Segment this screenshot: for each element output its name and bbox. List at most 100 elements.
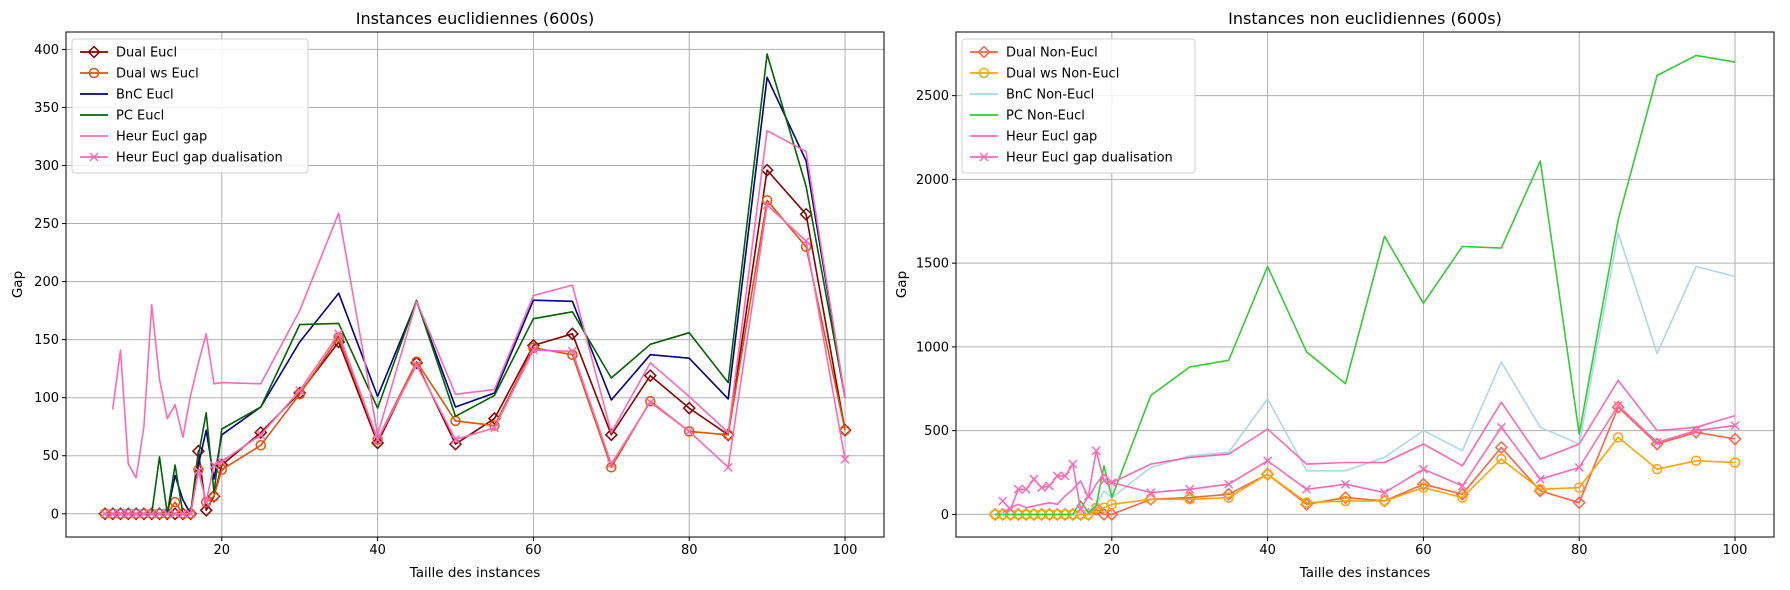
y-tick-label: 150	[34, 333, 59, 348]
data-point	[1572, 496, 1586, 510]
data-point	[1013, 484, 1023, 494]
data-point	[147, 509, 157, 519]
data-point	[489, 420, 500, 431]
data-point	[162, 509, 172, 519]
data-point	[567, 346, 577, 356]
data-point	[123, 509, 133, 519]
data-point	[1457, 481, 1467, 491]
series-5	[1002, 379, 1736, 514]
data-point	[998, 496, 1008, 506]
data-point	[201, 497, 211, 507]
data-point	[256, 430, 266, 440]
y-tick-label: 400	[34, 43, 59, 58]
data-point	[565, 327, 579, 341]
legend-box	[71, 38, 309, 174]
data-point	[1222, 487, 1236, 501]
data-point	[1340, 479, 1351, 489]
x-tick-label: 100	[833, 543, 858, 558]
data-point	[683, 426, 695, 437]
data-point	[1573, 482, 1585, 493]
legend-item: Dual ws Non-Eucl	[970, 67, 1119, 82]
data-point	[1263, 456, 1273, 466]
data-point	[154, 509, 165, 519]
data-point	[1184, 494, 1195, 505]
legend-label: Heur Eucl gap dualisation	[116, 151, 283, 166]
data-point	[528, 345, 538, 355]
x-axis-label: Taille des instances	[1299, 565, 1431, 581]
data-point	[1611, 400, 1625, 414]
data-point	[645, 395, 656, 407]
legend-marker	[87, 45, 101, 59]
legend-label: Dual ws Eucl	[116, 67, 199, 82]
data-point	[373, 434, 383, 445]
legend-item: Heur Eucl gap dualisation	[80, 151, 283, 166]
series-1	[988, 400, 1742, 521]
data-point	[604, 428, 618, 442]
data-point	[801, 236, 811, 246]
y-tick-label: 200	[34, 275, 59, 290]
data-point	[1091, 446, 1101, 456]
series-6	[998, 400, 1740, 514]
data-point	[1455, 487, 1469, 501]
x-tick-label: 100	[1723, 543, 1748, 558]
data-point	[1574, 462, 1584, 473]
y-tick-label: 0	[51, 507, 59, 522]
data-point	[412, 360, 422, 370]
data-point	[1418, 482, 1429, 493]
y-tick-label: 2000	[916, 173, 949, 188]
series-line	[995, 406, 1736, 516]
y-tick-label: 100	[34, 391, 59, 406]
y-axis-label: Gap	[894, 271, 910, 298]
data-point	[1044, 481, 1055, 491]
x-tick-label: 60	[525, 543, 542, 558]
data-point	[1005, 504, 1016, 514]
legend-label: Heur Eucl gap	[1006, 130, 1097, 145]
legend-item: PC Non-Eucl	[970, 109, 1085, 124]
data-point	[840, 454, 850, 464]
series-line	[995, 54, 1736, 516]
data-point	[1651, 463, 1663, 475]
data-point	[1729, 457, 1741, 468]
data-point	[1416, 477, 1430, 491]
chart-title: Instances non euclidiennes (600s)	[1228, 9, 1502, 28]
legend-label: Dual Non-Eucl	[1006, 46, 1098, 61]
data-point	[645, 397, 655, 407]
legend-label: BnC Eucl	[116, 88, 174, 103]
data-point	[1379, 488, 1390, 498]
data-point	[1418, 464, 1428, 474]
data-point	[255, 440, 267, 451]
legend-item: PC Eucl	[80, 109, 164, 124]
legend-label: BnC Non-Eucl	[1006, 88, 1094, 103]
data-point	[295, 386, 305, 396]
legend-label: Dual Eucl	[116, 46, 177, 61]
data-point	[682, 401, 696, 415]
data-point	[1145, 494, 1157, 505]
data-point	[1494, 440, 1508, 454]
legend-marker	[978, 67, 990, 79]
data-point	[1185, 484, 1195, 494]
data-point	[1690, 455, 1702, 467]
data-point	[1099, 476, 1109, 486]
x-tick-label: 20	[214, 543, 231, 558]
data-point	[762, 200, 772, 210]
x-tick-label: 40	[369, 543, 386, 558]
data-point	[1457, 492, 1468, 503]
data-point	[199, 503, 213, 517]
plot-frame	[65, 31, 885, 538]
data-point	[643, 369, 657, 383]
data-point	[1146, 488, 1156, 498]
x-tick-label: 40	[1259, 543, 1276, 558]
x-axis-label: Taille des instances	[409, 565, 541, 581]
data-point	[1083, 491, 1093, 501]
data-point	[1076, 504, 1086, 514]
legend-item: Heur Eucl gap	[80, 130, 207, 145]
data-point	[217, 457, 227, 467]
series-line	[105, 204, 846, 515]
chart-title: Instances euclidiennes (600s)	[356, 9, 595, 28]
legend-marker	[979, 152, 989, 162]
data-point	[760, 163, 774, 177]
data-point	[193, 466, 203, 476]
data-point	[334, 329, 344, 339]
data-point	[1106, 499, 1118, 510]
